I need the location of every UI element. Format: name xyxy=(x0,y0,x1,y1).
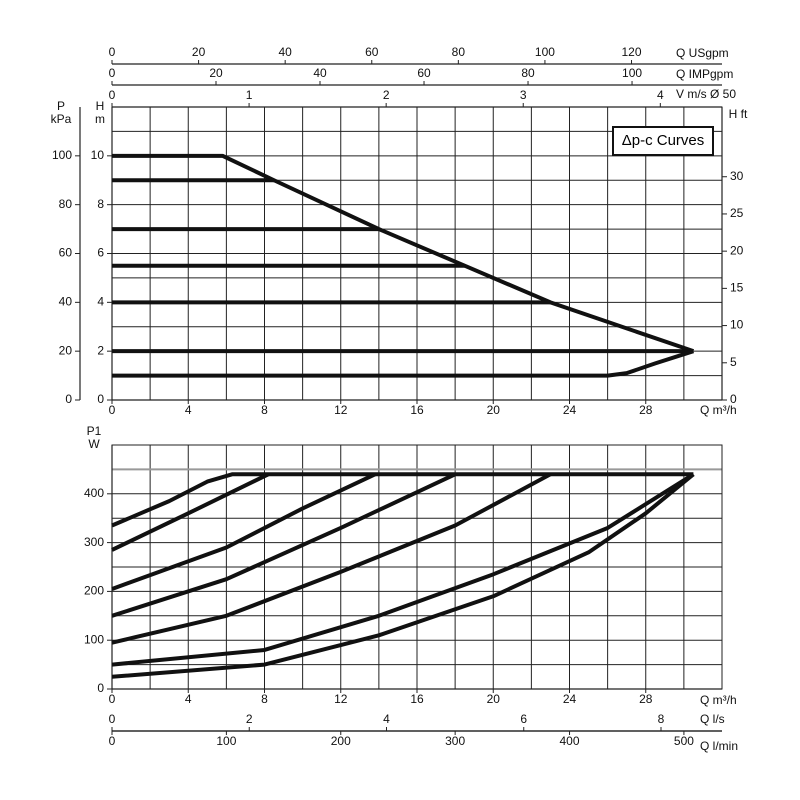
curve xyxy=(111,472,270,552)
tick-label: 5 xyxy=(730,355,737,369)
tick-label: 8 xyxy=(658,712,665,726)
axis-label: Q m³/h xyxy=(700,403,737,417)
tick-label: 2 xyxy=(383,88,390,102)
tick-label: 8 xyxy=(97,197,104,211)
tick-label: 0 xyxy=(109,403,116,417)
tick-label: 100 xyxy=(622,66,642,80)
tick-label: 0 xyxy=(109,734,116,748)
tick-label: 12 xyxy=(334,403,348,417)
tick-label: 0 xyxy=(109,66,116,80)
tick-label: 10 xyxy=(91,148,105,162)
tick-label: 100 xyxy=(535,45,555,59)
tick-label: 20 xyxy=(487,403,501,417)
axis-label: H ft xyxy=(728,107,748,121)
tick-label: 25 xyxy=(730,206,744,220)
axis-label: H m xyxy=(95,99,105,126)
tick-label: 24 xyxy=(563,692,577,706)
tick-label: 4 xyxy=(657,88,664,102)
tick-label: 20 xyxy=(192,45,206,59)
tick-label: 80 xyxy=(452,45,466,59)
curve xyxy=(111,472,376,591)
axis-label: Q l/s xyxy=(700,712,725,726)
tick-label: 40 xyxy=(59,295,73,309)
axis-label: Q m³/h xyxy=(700,693,737,707)
tick-label: 0 xyxy=(97,392,104,406)
tick-label: 120 xyxy=(622,45,642,59)
tick-label: 30 xyxy=(730,169,744,183)
curve xyxy=(112,153,695,354)
curve xyxy=(111,472,694,528)
tick-label: 300 xyxy=(445,734,465,748)
tick-label: 60 xyxy=(365,45,379,59)
tick-label: 4 xyxy=(383,712,390,726)
tick-label: 28 xyxy=(639,403,653,417)
tick-label: 16 xyxy=(410,692,424,706)
tick-label: 200 xyxy=(84,584,104,598)
tick-label: 80 xyxy=(59,197,73,211)
axis-label: V m/s Ø 50 xyxy=(676,87,737,101)
tick-label: 20 xyxy=(487,692,501,706)
tick-label: 0 xyxy=(109,88,116,102)
tick-label: 20 xyxy=(59,343,73,357)
tick-label: 40 xyxy=(313,66,327,80)
tick-label: 100 xyxy=(52,148,72,162)
tick-label: 4 xyxy=(185,403,192,417)
tick-label: 0 xyxy=(109,712,116,726)
tick-label: 6 xyxy=(97,246,104,260)
tick-label: 10 xyxy=(730,318,744,332)
tick-label: 100 xyxy=(84,632,104,646)
tick-label: 4 xyxy=(185,692,192,706)
axis-label: Q USgpm xyxy=(676,46,729,60)
curve xyxy=(111,472,695,679)
tick-label: 4 xyxy=(97,295,104,309)
tick-label: 8 xyxy=(261,403,268,417)
tick-label: 0 xyxy=(730,392,737,406)
curve xyxy=(112,349,695,378)
tick-label: 300 xyxy=(84,535,104,549)
axis-label: P1 W xyxy=(86,424,102,451)
tick-label: 0 xyxy=(109,45,116,59)
tick-label: 60 xyxy=(59,246,73,260)
tick-label: 12 xyxy=(334,692,348,706)
tick-label: 24 xyxy=(563,403,577,417)
chart-title: Δp-c Curves xyxy=(612,126,714,156)
tick-label: 100 xyxy=(216,734,236,748)
tick-label: 15 xyxy=(730,281,744,295)
tick-label: 8 xyxy=(261,692,268,706)
tick-label: 2 xyxy=(246,712,253,726)
tick-label: 80 xyxy=(521,66,535,80)
tick-label: 6 xyxy=(520,712,527,726)
curve xyxy=(111,472,456,618)
tick-label: 0 xyxy=(65,392,72,406)
tick-label: 20 xyxy=(209,66,223,80)
tick-label: 40 xyxy=(278,45,292,59)
tick-label: 400 xyxy=(84,486,104,500)
tick-label: 28 xyxy=(639,692,653,706)
tick-label: 16 xyxy=(410,403,424,417)
tick-label: 3 xyxy=(520,88,527,102)
tick-label: 0 xyxy=(97,681,104,695)
tick-label: 60 xyxy=(417,66,431,80)
curve xyxy=(111,472,695,667)
curve xyxy=(111,472,552,645)
axis-label: Q IMPgpm xyxy=(676,67,734,81)
axis-label: Q l/min xyxy=(700,739,739,753)
tick-label: 0 xyxy=(109,692,116,706)
tick-label: 400 xyxy=(560,734,580,748)
tick-label: 1 xyxy=(246,88,253,102)
tick-label: 500 xyxy=(674,734,694,748)
axis-label: P kPa xyxy=(50,99,72,126)
tick-label: 2 xyxy=(97,343,104,357)
tick-label: 200 xyxy=(331,734,351,748)
tick-label: 20 xyxy=(730,243,744,257)
